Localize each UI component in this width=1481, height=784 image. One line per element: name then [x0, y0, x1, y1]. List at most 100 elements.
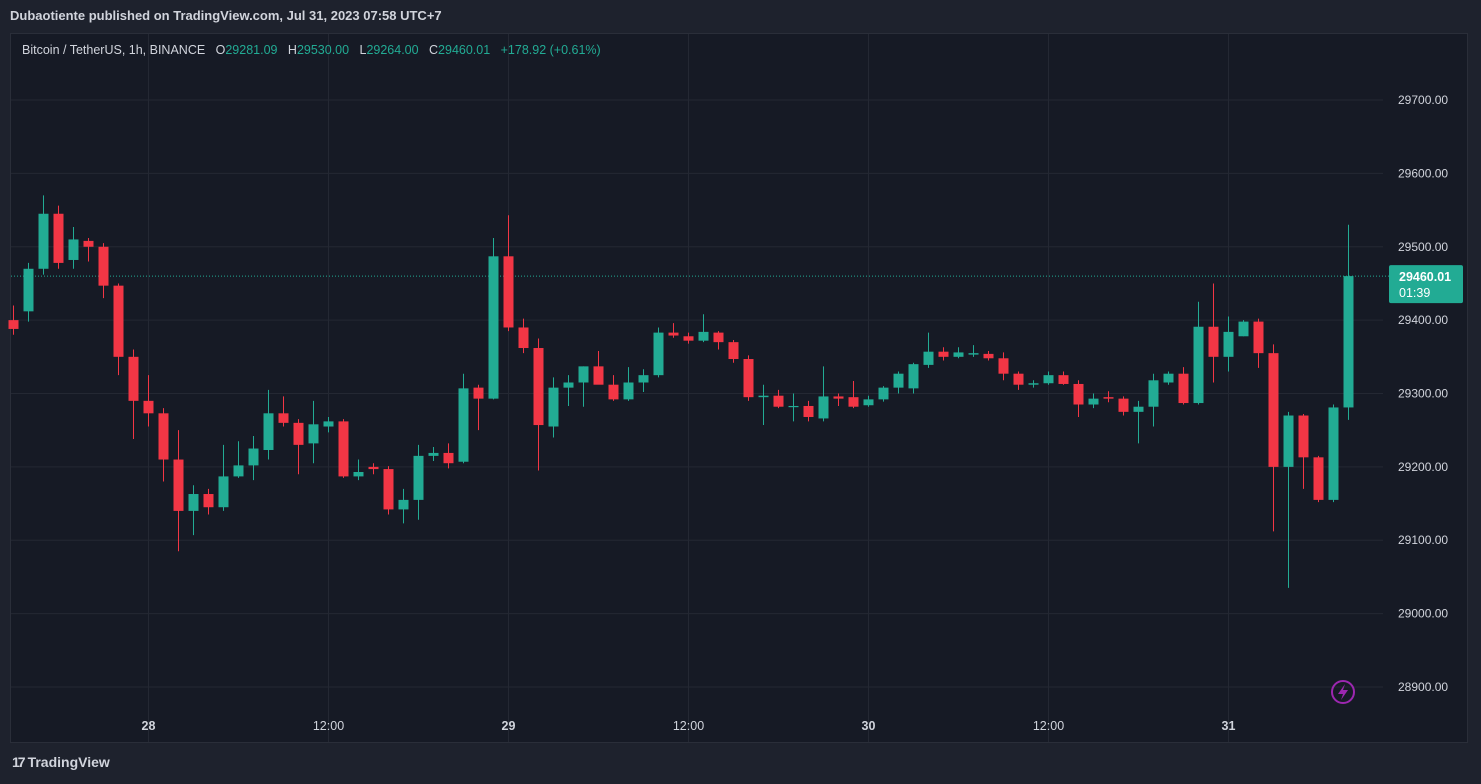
- candle: [233, 441, 244, 478]
- candle-body: [278, 413, 289, 423]
- candle: [728, 339, 739, 363]
- chart-panel[interactable]: [10, 33, 1468, 743]
- candle: [248, 436, 259, 481]
- candle: [773, 389, 784, 409]
- x-tick-label: 31: [1222, 719, 1236, 733]
- candle-body: [788, 405, 799, 408]
- candle: [1178, 367, 1189, 405]
- candle-body: [743, 359, 754, 398]
- candle-body: [53, 213, 64, 263]
- price-axis[interactable]: 28900.00 29000.00 29100.00 29200.00 29300.00…: [1398, 93, 1448, 694]
- candle: [1328, 404, 1339, 503]
- candle-body: [578, 366, 589, 383]
- candle: [698, 314, 709, 343]
- candle: [23, 262, 34, 322]
- candle-body: [608, 384, 619, 400]
- candle: [323, 416, 334, 433]
- candle: [908, 362, 919, 394]
- candle-body: [803, 405, 814, 417]
- candle: [1193, 301, 1204, 405]
- candle-body: [218, 476, 229, 508]
- candle: [803, 400, 814, 422]
- candle-body: [938, 351, 949, 357]
- candle: [563, 375, 574, 406]
- legend-high-label: H: [287, 43, 297, 57]
- candle: [1208, 283, 1219, 383]
- candle: [1118, 396, 1129, 416]
- candle-body: [68, 239, 79, 260]
- candle: [518, 318, 529, 354]
- candle: [1238, 320, 1249, 337]
- candle: [983, 350, 994, 361]
- candle-body: [1148, 380, 1159, 407]
- lightning-icon[interactable]: [1331, 680, 1355, 704]
- candle: [683, 332, 694, 344]
- candle: [1283, 411, 1294, 588]
- candle-body: [233, 465, 244, 477]
- x-tick-label: 28: [142, 719, 156, 733]
- candle: [458, 373, 469, 464]
- legend-close-value: 29460.01: [438, 43, 491, 57]
- candle-body: [683, 336, 694, 341]
- y-tick-label: 29400.00: [1398, 313, 1448, 327]
- candle: [1313, 455, 1324, 503]
- candle: [1088, 393, 1099, 409]
- publication-info: Dubaotiente published on TradingView.com…: [10, 8, 442, 23]
- candle-body: [1073, 383, 1084, 405]
- candle: [848, 381, 859, 409]
- candle-body: [368, 466, 379, 470]
- candle: [548, 377, 559, 438]
- candle: [1133, 400, 1144, 444]
- candle-body: [908, 364, 919, 389]
- candle-body: [818, 396, 829, 419]
- candle-body: [1028, 383, 1039, 385]
- candle-body: [728, 342, 739, 360]
- candle-body: [518, 327, 529, 349]
- candle-body: [188, 494, 199, 511]
- candle-body: [638, 375, 649, 383]
- candle-body: [458, 388, 469, 462]
- candle-body: [128, 356, 139, 401]
- candle: [1148, 373, 1159, 427]
- candle: [1043, 371, 1054, 385]
- candle: [203, 488, 214, 515]
- candle-body: [968, 353, 979, 355]
- candle: [488, 237, 499, 400]
- candle: [638, 369, 649, 393]
- candle-body: [1088, 398, 1099, 405]
- x-tick-label: 29: [502, 719, 516, 733]
- time-axis[interactable]: 28 12:00 29 12:00 30 12:00 31: [142, 719, 1236, 733]
- candle-body: [983, 353, 994, 359]
- last-price-value: 29460.01: [1399, 270, 1451, 284]
- candle: [503, 215, 514, 332]
- y-tick-label: 29500.00: [1398, 240, 1448, 254]
- candle-body: [1163, 373, 1174, 383]
- candle-body: [533, 348, 544, 426]
- candle: [173, 430, 184, 552]
- candle-body: [998, 358, 1009, 374]
- legend-low-label: L: [359, 43, 367, 57]
- y-tick-label: 28900.00: [1398, 680, 1448, 694]
- legend-low-value: 29264.00: [366, 43, 419, 57]
- candle: [1298, 414, 1309, 489]
- candle: [1028, 380, 1039, 388]
- candle: [1013, 371, 1024, 390]
- candle-body: [8, 320, 19, 329]
- candle: [1073, 380, 1084, 417]
- candle-body: [848, 397, 859, 407]
- candle-body: [1298, 415, 1309, 458]
- candle-body: [413, 455, 424, 500]
- candle: [293, 419, 304, 475]
- tradingview-logo[interactable]: 17 TradingView: [12, 754, 110, 770]
- candle: [68, 226, 79, 269]
- candle-body: [1043, 375, 1054, 384]
- candle-body: [1178, 373, 1189, 404]
- legend-symbol[interactable]: Bitcoin / TetherUS, 1h, BINANCE: [22, 43, 206, 57]
- candle: [923, 332, 934, 368]
- candle: [758, 384, 769, 426]
- candle-body: [548, 387, 559, 427]
- candle-body: [668, 332, 679, 336]
- candle: [353, 459, 364, 481]
- last-price-tag: 29460.01 01:39: [1389, 265, 1463, 304]
